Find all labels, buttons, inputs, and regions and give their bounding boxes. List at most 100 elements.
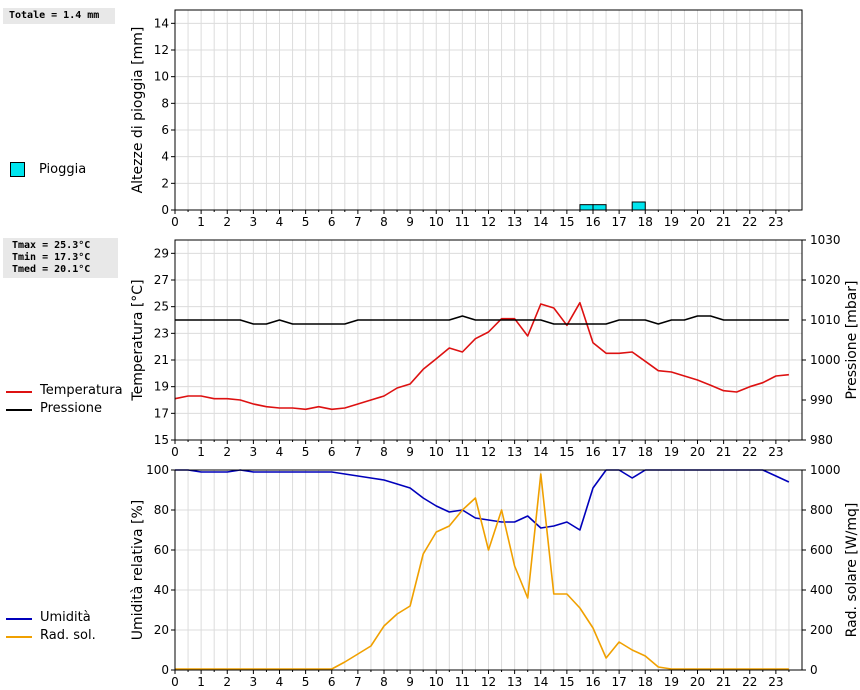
- series-line-temperatura: [174, 301, 789, 411]
- x-tick-label: 5: [302, 215, 310, 229]
- y-tick-label: 100: [146, 463, 169, 477]
- legend-item-temperatura: Temperatura: [6, 383, 126, 401]
- y2-tick-label: 400: [810, 583, 833, 597]
- x-tick-label: 22: [742, 215, 757, 229]
- x-tick-label: 11: [455, 675, 470, 689]
- legend-label-rad-sol: Rad. sol.: [40, 628, 96, 643]
- y2-tick-label: 990: [810, 393, 833, 407]
- rain-bar: [592, 204, 607, 211]
- legend-item-umidita: Umidità: [6, 610, 126, 628]
- x-tick-label: 4: [276, 675, 284, 689]
- legend-item-rad-sol: Rad. sol.: [6, 628, 126, 646]
- tmed-text: Tmed = 20.1°C: [12, 264, 91, 275]
- x-tick-label: 15: [559, 445, 574, 459]
- x-tick-label: 22: [742, 675, 757, 689]
- y-tick-label: 4: [161, 150, 169, 164]
- legend-swatch-rad-sol: [6, 636, 32, 638]
- x-tick-label: 3: [250, 445, 258, 459]
- x-tick-label: 0: [171, 215, 179, 229]
- y2-tick-label: 0: [810, 663, 818, 677]
- y2-tick-label: 1000: [810, 463, 841, 477]
- humidity-legend: Umidità Rad. sol.: [6, 610, 126, 646]
- y2-axis-label: Pressione [mbar]: [844, 280, 860, 399]
- legend-swatch-temperatura: [6, 391, 32, 393]
- x-tick-label: 16: [585, 445, 600, 459]
- x-tick-label: 9: [406, 445, 414, 459]
- rain-total-box: Totale = 1.4 mm: [3, 8, 115, 24]
- legend-label-temperatura: Temperatura: [40, 383, 123, 398]
- x-tick-label: 21: [716, 445, 731, 459]
- series-line-pressione: [175, 315, 789, 325]
- x-tick-label: 2: [223, 445, 231, 459]
- y-tick-label: 60: [154, 543, 169, 557]
- x-tick-label: 16: [585, 675, 600, 689]
- x-tick-label: 8: [380, 675, 388, 689]
- tmax-text: Tmax = 25.3°C: [12, 240, 91, 251]
- x-tick-label: 5: [302, 445, 310, 459]
- x-tick-label: 4: [276, 445, 284, 459]
- y2-tick-label: 1000: [810, 353, 841, 367]
- temperature-stats-box: Tmax = 25.3°C Tmin = 17.3°C Tmed = 20.1°…: [3, 238, 118, 278]
- y-axis-label: Umidità relativa [%]: [130, 500, 146, 641]
- x-tick-label: 8: [380, 215, 388, 229]
- legend-swatch-umidita: [6, 618, 32, 620]
- y2-tick-label: 980: [810, 433, 833, 447]
- x-tick-label: 7: [354, 675, 362, 689]
- x-tick-label: 21: [716, 675, 731, 689]
- x-tick-label: 23: [768, 675, 783, 689]
- x-tick-label: 6: [328, 215, 336, 229]
- x-tick-label: 13: [507, 445, 522, 459]
- x-tick-label: 3: [250, 675, 258, 689]
- x-tick-label: 13: [507, 215, 522, 229]
- y2-tick-label: 200: [810, 623, 833, 637]
- y2-axis-label: Rad. solare [W/mq]: [844, 503, 860, 638]
- y-tick-label: 27: [154, 273, 169, 287]
- x-tick-label: 8: [380, 445, 388, 459]
- x-tick-label: 18: [638, 445, 653, 459]
- x-tick-label: 23: [768, 215, 783, 229]
- rain-bar: [579, 204, 594, 211]
- x-tick-label: 9: [406, 675, 414, 689]
- x-tick-label: 17: [611, 215, 626, 229]
- y-tick-label: 8: [161, 96, 169, 110]
- y-axis-label: Temperatura [°C]: [130, 279, 146, 401]
- x-tick-label: 1: [197, 215, 205, 229]
- chart-panel-0: 0 1 2 3 4 5 6 7 8 9 10 11 12 13 14 15 16 17 18 19 20 21 22 2302…: [130, 9, 803, 229]
- x-tick-label: 2: [223, 675, 231, 689]
- y2-tick-label: 1030: [810, 233, 841, 247]
- y-tick-label: 17: [154, 406, 169, 420]
- y-tick-label: 19: [154, 380, 169, 394]
- rain-bar: [631, 201, 646, 211]
- x-tick-label: 15: [559, 675, 574, 689]
- x-tick-label: 1: [197, 675, 205, 689]
- y2-tick-label: 800: [810, 503, 833, 517]
- y-tick-label: 80: [154, 503, 169, 517]
- x-tick-label: 7: [354, 445, 362, 459]
- x-tick-label: 17: [611, 445, 626, 459]
- y-tick-label: 20: [154, 623, 169, 637]
- y2-tick-label: 1010: [810, 313, 841, 327]
- x-tick-label: 13: [507, 675, 522, 689]
- x-tick-label: 19: [664, 445, 679, 459]
- x-tick-label: 19: [664, 675, 679, 689]
- x-tick-label: 14: [533, 445, 548, 459]
- chart-panel-2: 0 1 2 3 4 5 6 7 8 9 10 11 12 13 14 15 16 17 18 19 20 21 22 2302…: [130, 463, 860, 689]
- x-tick-label: 18: [638, 675, 653, 689]
- y-tick-label: 6: [161, 123, 169, 137]
- series-line-rad-sol-: [175, 473, 789, 670]
- x-tick-label: 23: [768, 445, 783, 459]
- x-tick-label: 12: [481, 675, 496, 689]
- x-tick-label: 19: [664, 215, 679, 229]
- legend-item-pressione: Pressione: [6, 401, 126, 419]
- x-tick-label: 0: [171, 445, 179, 459]
- y-tick-label: 14: [154, 16, 169, 30]
- y-tick-label: 23: [154, 326, 169, 340]
- x-tick-label: 10: [429, 675, 444, 689]
- x-tick-label: 11: [455, 445, 470, 459]
- x-tick-label: 7: [354, 215, 362, 229]
- x-tick-label: 21: [716, 215, 731, 229]
- x-tick-label: 6: [328, 675, 336, 689]
- x-tick-label: 18: [638, 215, 653, 229]
- x-tick-label: 0: [171, 675, 179, 689]
